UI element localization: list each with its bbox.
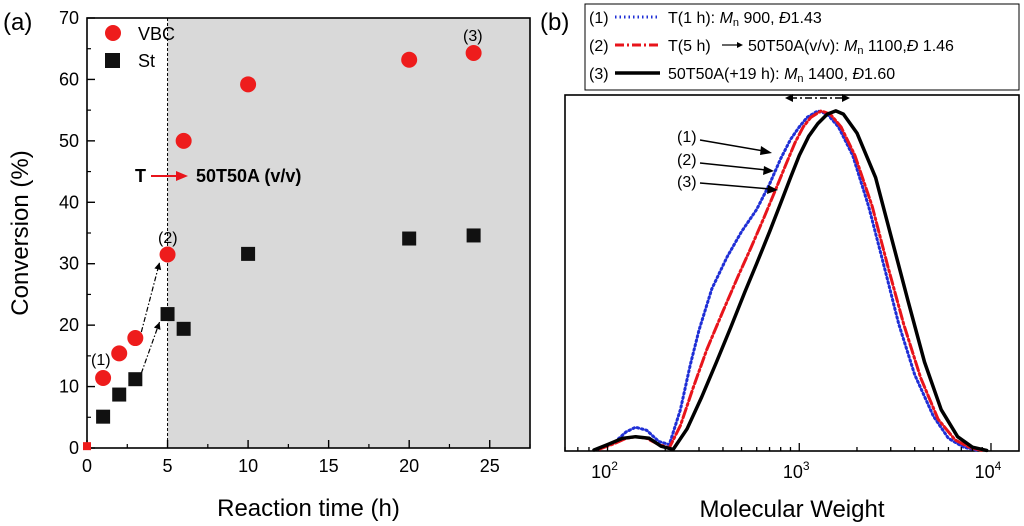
st-point [402, 231, 417, 246]
peak-shift-arrow [785, 94, 850, 102]
legend-2-d-val: 1.46 [918, 38, 954, 55]
legend-1-d: Đ [779, 10, 791, 27]
origin-point [83, 442, 91, 451]
legend-2-mn-sub: n [857, 45, 863, 57]
legend-2-d: Đ [907, 38, 919, 55]
vbc-point [111, 345, 128, 362]
legend-2-text: 50T50A(v/v): Mn 1100,Đ 1.46 [748, 38, 954, 57]
panel-b-label: (b) [540, 9, 569, 36]
switch-from-text: T [135, 166, 146, 186]
legend-2-text-a: T(5 h) [668, 38, 711, 55]
st-point [176, 321, 191, 336]
legend-2-num: (2) [589, 38, 609, 55]
legend-vbc-label: VBC [138, 24, 175, 44]
dashed-arrow [140, 262, 161, 333]
point-label-1: (1) [91, 352, 111, 369]
legend-2-mn-val: 1100, [863, 38, 906, 55]
st-point [112, 387, 127, 402]
panel-b: (b) 102 103 104 Molecular Weight (1) T(1 h… [540, 3, 1020, 523]
curve-pointers: (1) (2) (3) [677, 129, 778, 194]
legend-3-d-val: 1.60 [864, 66, 895, 83]
solvent-switch-annotation: T 50T50A (v/v) [135, 166, 301, 186]
st-point [241, 246, 256, 261]
vbc-point [401, 51, 418, 68]
x-axis-label-a: Reaction time (h) [217, 495, 400, 522]
legend-3-mn: M [784, 66, 798, 83]
legend-3-mn-sub: n [797, 73, 803, 85]
legend-3-text: 50T50A(+19 h): Mn 1400, Đ1.60 [668, 66, 895, 85]
panel-a: (a) 0 5 10 15 20 25 0 10 20 30 40 50 60 70 Reaction … [3, 8, 531, 522]
dashed-arrow-head [153, 322, 161, 330]
x-tick-label-b: 102 [591, 459, 618, 482]
vbc-point [159, 246, 176, 263]
legend-st-marker [105, 53, 120, 68]
st-point [466, 228, 481, 243]
x-tick-label-a: 10 [238, 456, 258, 476]
legend-2-label: 50T50A(v/v): [748, 38, 844, 55]
point-label-2: (2) [158, 230, 178, 247]
legend-1-num: (1) [589, 10, 609, 27]
curve-label-3: (3) [677, 174, 697, 191]
x-tick-label-a: 0 [82, 456, 92, 476]
legend-1-mn-val: 900, [739, 10, 779, 27]
st-point [128, 372, 143, 387]
x-axis-label-b: Molecular Weight [700, 496, 885, 523]
y-tick-label-a: 40 [59, 192, 79, 212]
y-tick-label-a: 70 [59, 8, 79, 28]
transition-arrows [140, 262, 162, 374]
legend-1-text: T(1 h): Mn 900, Đ1.43 [668, 10, 822, 29]
y-tick-label-a: 50 [59, 131, 79, 151]
mwd-curve-3 [592, 109, 989, 453]
switch-arrow-head [176, 171, 188, 181]
vbc-point [175, 132, 192, 149]
dashed-arrow-head [154, 262, 162, 271]
legend-b-box [584, 3, 1020, 91]
y-tick-label-a: 20 [59, 315, 79, 335]
y-tick-label-a: 60 [59, 69, 79, 89]
x-tick-label-a: 25 [480, 456, 500, 476]
x-tick-label-a: 5 [163, 456, 173, 476]
curve-label-1: (1) [677, 129, 697, 146]
y-axis-label-a: Conversion (%) [7, 150, 34, 315]
x-tick-label-b: 103 [783, 459, 810, 482]
x-tick-label-b: 104 [975, 459, 1002, 482]
x-tick-label-a: 20 [399, 456, 419, 476]
y-tick-label-a: 0 [69, 438, 79, 458]
point-label-3: (3) [463, 28, 483, 45]
legend-1-label: T(1 h): [668, 10, 720, 27]
legend-st-label: St [138, 51, 155, 71]
curve-label-2: (2) [677, 152, 697, 169]
y-tick-label-a: 30 [59, 254, 79, 274]
dashed-arrow [140, 321, 161, 374]
legend-3-mn-val: 1400, [804, 66, 853, 83]
legend-3-num: (3) [589, 66, 609, 83]
vbc-point [465, 45, 482, 62]
legend-2-mn: M [844, 38, 858, 55]
panel-a-label: (a) [3, 9, 32, 36]
x-axis-b: 102 103 104 [564, 443, 1002, 482]
legend-2-arrow-head [737, 42, 743, 48]
vbc-point [95, 369, 112, 386]
vbc-point [240, 76, 257, 93]
y-tick-label-a: 10 [59, 377, 79, 397]
st-point [160, 307, 175, 322]
legend-1-mn: M [720, 10, 734, 27]
legend-3-label: 50T50A(+19 h): [668, 66, 784, 83]
mwd-curves [592, 109, 989, 453]
legend-3-d: Đ [852, 66, 864, 83]
legend-1-d-val: 1.43 [791, 10, 822, 27]
legend-1-mn-sub: n [733, 17, 739, 29]
mwd-curve-1 [597, 109, 979, 452]
vbc-point [127, 330, 144, 347]
x-tick-label-a: 15 [319, 456, 339, 476]
data-markers [83, 45, 482, 451]
legend-b: (1) T(1 h): Mn 900, Đ1.43 (2) T(5 h) 50T… [589, 10, 954, 85]
st-point [96, 409, 111, 424]
legend-a: VBC St [105, 24, 175, 71]
switch-to-text: 50T50A (v/v) [196, 166, 301, 186]
y-axis-a: 0 10 20 30 40 50 60 70 [59, 8, 95, 458]
legend-vbc-marker [105, 25, 121, 41]
